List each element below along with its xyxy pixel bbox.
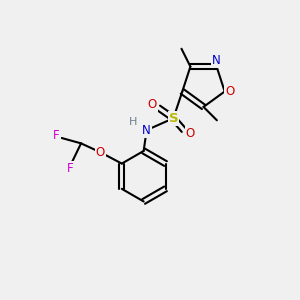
Text: O: O	[96, 146, 105, 159]
Text: F: F	[67, 162, 74, 175]
Text: N: N	[212, 54, 221, 67]
Text: S: S	[169, 112, 178, 125]
Text: O: O	[186, 127, 195, 140]
Text: N: N	[142, 124, 151, 136]
Text: H: H	[129, 117, 137, 127]
Text: O: O	[225, 85, 235, 98]
Text: F: F	[53, 128, 60, 142]
Text: O: O	[147, 98, 157, 111]
